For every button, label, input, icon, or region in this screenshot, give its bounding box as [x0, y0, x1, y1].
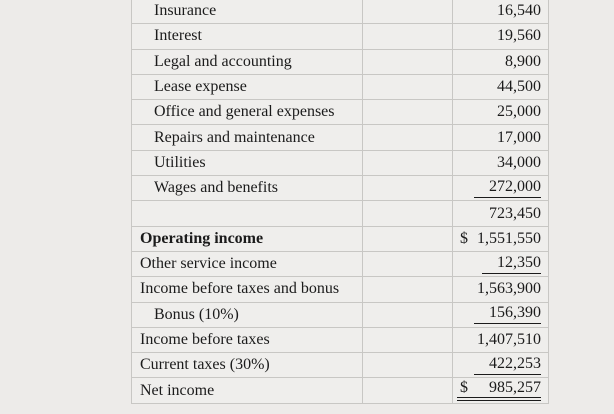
row-amount-cell: 17,000 — [452, 124, 549, 151]
amount-value: 1,551,550 — [477, 229, 541, 247]
row-spacer-cell — [362, 73, 453, 101]
row-spacer-cell — [362, 352, 453, 379]
row-spacer-cell — [362, 301, 453, 328]
row-amount-cell: 25,000 — [452, 99, 549, 126]
row-label: Net income — [131, 377, 363, 404]
ruled-amount-value: 156,390 — [474, 305, 541, 325]
amount-value: 16,540 — [497, 2, 541, 20]
table-row: Legal and accounting 8,900 — [131, 48, 549, 75]
row-spacer-cell — [362, 377, 453, 404]
row-spacer-cell — [362, 276, 453, 303]
row-label: Income before taxes and bonus — [131, 276, 363, 303]
currency-symbol: $ — [460, 229, 468, 247]
row-label: Current taxes (30%) — [131, 352, 363, 379]
row-spacer-cell — [362, 225, 453, 252]
row-label: Operating income — [131, 225, 363, 252]
table-row: Operating income $1,551,550 — [131, 225, 549, 252]
amount-value: 1,563,900 — [477, 280, 541, 298]
row-label: Bonus (10%) — [131, 301, 363, 328]
table-row: Lease expense 44,500 — [131, 73, 549, 101]
row-amount-cell: 8,900 — [452, 48, 549, 75]
row-label: Wages and benefits — [131, 175, 363, 202]
row-amount-cell: 44,500 — [452, 73, 549, 101]
row-amount-cell: 1,407,510 — [452, 326, 549, 354]
row-spacer-cell — [362, 99, 453, 126]
row-amount-cell: $985,257 — [452, 377, 549, 404]
table-row: Income before taxes and bonus 1,563,900 — [131, 276, 549, 303]
row-label: Office and general expenses — [131, 99, 363, 126]
row-amount-cell: 723,450 — [452, 200, 549, 227]
amount-value: 8,900 — [505, 52, 541, 70]
row-spacer-cell — [362, 326, 453, 354]
amount-value: 25,000 — [497, 103, 541, 121]
table-row: Bonus (10%) 156,390 — [131, 301, 549, 328]
row-spacer-cell — [362, 0, 453, 25]
row-label: Interest — [131, 23, 363, 50]
row-label: Insurance — [131, 0, 363, 25]
row-label: Lease expense — [131, 73, 363, 101]
amount-value: 44,500 — [497, 78, 541, 96]
table-row: Utilities 34,000 — [131, 149, 549, 177]
amount-value: 19,560 — [497, 27, 541, 45]
table-row: Current taxes (30%) 422,253 — [131, 352, 549, 379]
row-spacer-cell — [362, 149, 453, 177]
row-spacer-cell — [362, 23, 453, 50]
row-amount-cell: 19,560 — [452, 23, 549, 50]
table-row: Income before taxes 1,407,510 — [131, 326, 549, 354]
amount-value: 1,407,510 — [477, 331, 541, 348]
row-amount-cell: 16,540 — [452, 0, 549, 25]
table-row: Repairs and maintenance 17,000 — [131, 124, 549, 151]
row-amount-cell: 422,253 — [452, 352, 549, 379]
row-spacer-cell — [362, 250, 453, 278]
ruled-amount-value: 422,253 — [474, 355, 541, 375]
row-label: Utilities — [131, 149, 363, 177]
amount-value: 34,000 — [497, 153, 541, 171]
row-label: Income before taxes — [131, 326, 363, 354]
table-row: 723,450 — [131, 200, 549, 227]
table-row: Other service income 12,350 — [131, 250, 549, 278]
ruled-amount-value: 272,000 — [474, 178, 541, 198]
amount-value: 17,000 — [497, 128, 541, 146]
row-label: Repairs and maintenance — [131, 124, 363, 151]
income-statement-table: Insurance 16,540 Interest 19,560 Legal and a… — [131, 0, 549, 404]
row-amount-cell: 156,390 — [452, 301, 549, 328]
table-row: Office and general expenses 25,000 — [131, 99, 549, 126]
row-amount-cell: 272,000 — [452, 175, 549, 202]
currency-symbol: $ — [460, 379, 468, 397]
double-ruled-amount: $985,257 — [457, 379, 541, 402]
table-row: Insurance 16,540 — [131, 0, 549, 25]
row-amount-cell: $1,551,550 — [452, 225, 549, 252]
row-label: Other service income — [131, 250, 363, 278]
row-amount-cell: 34,000 — [452, 149, 549, 177]
row-spacer-cell — [362, 124, 453, 151]
row-label: Legal and accounting — [131, 48, 363, 75]
table-row: Net income $985,257 — [131, 377, 549, 404]
row-spacer-cell — [362, 48, 453, 75]
table-row: Wages and benefits 272,000 — [131, 175, 549, 202]
row-amount-cell: 12,350 — [452, 250, 549, 278]
amount-value: 985,257 — [489, 379, 541, 397]
amount-value: 723,450 — [489, 204, 541, 222]
row-spacer-cell — [362, 200, 453, 227]
ruled-amount-value: 12,350 — [482, 254, 541, 274]
table-row: Interest 19,560 — [131, 23, 549, 50]
row-label — [131, 200, 363, 227]
currency-amount: $1,551,550 — [457, 229, 541, 247]
row-spacer-cell — [362, 175, 453, 202]
row-amount-cell: 1,563,900 — [452, 276, 549, 303]
